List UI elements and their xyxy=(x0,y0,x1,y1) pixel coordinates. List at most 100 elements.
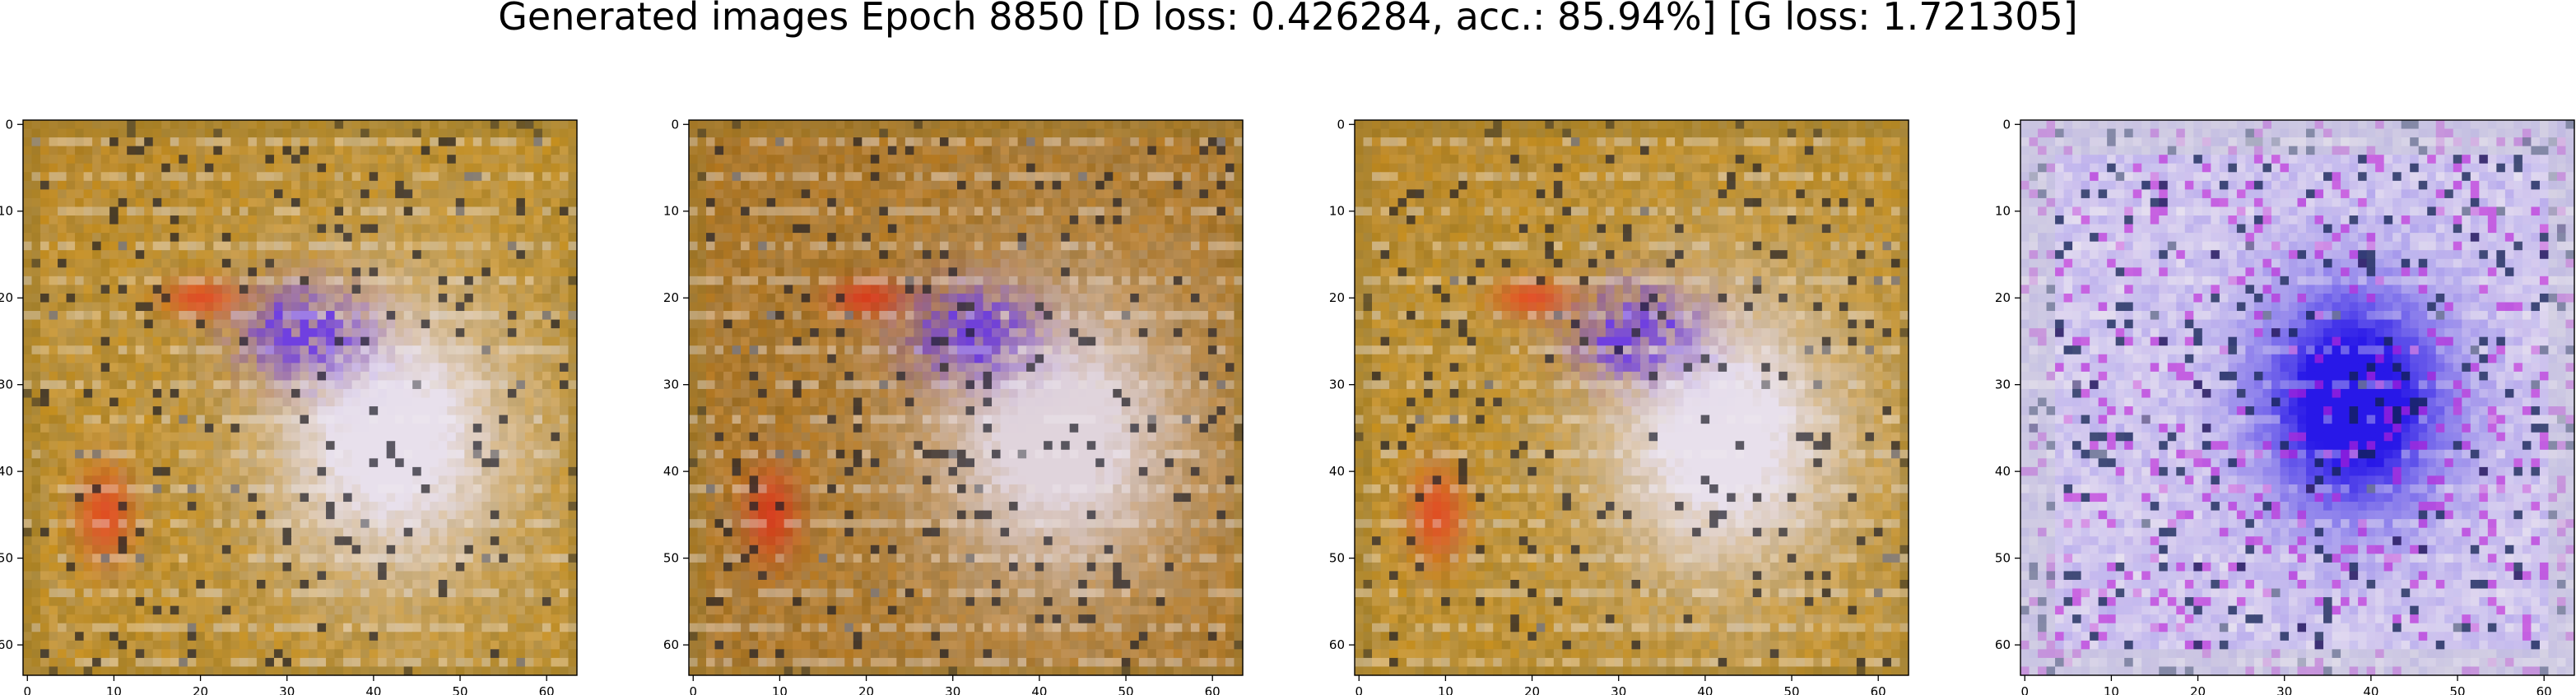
image-pixel xyxy=(351,605,361,615)
image-pixel xyxy=(100,449,110,459)
image-pixel xyxy=(403,632,413,642)
image-pixel xyxy=(395,371,405,382)
image-pixel xyxy=(204,189,214,199)
image-pixel xyxy=(369,233,379,243)
image-pixel xyxy=(256,441,267,451)
image-pixel xyxy=(92,354,102,364)
image-pixel xyxy=(542,441,552,451)
image-pixel xyxy=(464,172,474,182)
image-pixel xyxy=(83,397,93,407)
x-tick-label: 30 xyxy=(279,684,295,695)
image-pixel xyxy=(533,657,543,668)
image-pixel xyxy=(179,579,188,590)
image-pixel xyxy=(161,406,171,416)
image-pixel xyxy=(568,371,578,382)
image-pixel xyxy=(204,363,214,373)
image-pixel xyxy=(58,146,67,155)
image-pixel xyxy=(118,649,128,659)
image-pixel xyxy=(135,544,145,554)
image-pixel xyxy=(559,502,570,512)
image-pixel xyxy=(896,180,906,190)
image-pixel xyxy=(204,536,214,546)
image-pixel xyxy=(904,206,915,216)
image-pixel xyxy=(92,258,102,268)
image-pixel xyxy=(265,666,275,676)
image-pixel xyxy=(1173,137,1183,147)
image-pixel xyxy=(265,258,275,268)
image-pixel xyxy=(533,458,543,468)
image-pixel xyxy=(1086,128,1096,138)
image-pixel xyxy=(395,605,405,615)
image-pixel xyxy=(152,406,162,416)
image-pixel xyxy=(360,120,370,130)
image-pixel xyxy=(135,536,145,546)
image-pixel xyxy=(317,267,327,277)
image-pixel xyxy=(507,137,517,147)
image-pixel xyxy=(412,475,422,485)
image-pixel xyxy=(100,336,110,346)
image-pixel xyxy=(109,475,119,485)
image-pixel xyxy=(430,493,439,503)
image-pixel xyxy=(152,155,162,164)
image-pixel xyxy=(559,562,570,572)
image-pixel xyxy=(309,311,319,321)
image-pixel xyxy=(844,197,854,208)
image-pixel xyxy=(430,588,439,598)
image-pixel xyxy=(75,649,85,659)
image-pixel xyxy=(83,449,93,459)
image-pixel xyxy=(31,536,41,546)
image-pixel xyxy=(801,128,811,138)
image-pixel xyxy=(31,475,41,485)
image-pixel xyxy=(152,258,162,268)
image-pixel xyxy=(369,466,379,477)
image-pixel xyxy=(1207,180,1218,190)
image-pixel xyxy=(309,605,319,615)
image-pixel xyxy=(844,146,854,155)
image-pixel xyxy=(896,172,906,182)
image-pixel xyxy=(144,180,154,190)
image-pixel xyxy=(230,657,240,668)
image-pixel xyxy=(23,215,33,225)
image-pixel xyxy=(58,336,67,346)
image-pixel xyxy=(23,363,33,373)
image-pixel xyxy=(23,493,33,503)
image-pixel xyxy=(714,155,724,164)
image-pixel xyxy=(533,354,543,364)
image-pixel xyxy=(1009,155,1019,164)
image-pixel xyxy=(161,250,171,260)
image-pixel xyxy=(524,276,535,285)
image-pixel xyxy=(1113,137,1123,147)
image-pixel xyxy=(758,128,768,138)
image-pixel xyxy=(499,415,509,424)
image-pixel xyxy=(1207,155,1218,164)
image-pixel xyxy=(706,206,716,216)
image-pixel xyxy=(1095,120,1105,130)
image-pixel xyxy=(273,363,284,373)
image-pixel xyxy=(170,267,179,277)
image-pixel xyxy=(783,146,793,155)
image-pixel xyxy=(230,519,240,529)
image-pixel xyxy=(334,640,344,650)
image-pixel xyxy=(300,197,309,208)
image-pixel xyxy=(1182,180,1192,190)
image-pixel xyxy=(31,605,41,615)
image-pixel xyxy=(430,328,439,338)
image-pixel xyxy=(896,155,906,164)
image-pixel xyxy=(23,311,33,321)
image-pixel xyxy=(75,424,85,433)
image-pixel xyxy=(1165,224,1174,234)
image-pixel xyxy=(49,657,58,668)
image-pixel xyxy=(248,371,258,382)
image-pixel xyxy=(931,206,941,216)
image-pixel xyxy=(378,666,388,676)
image-pixel xyxy=(196,163,206,173)
image-pixel xyxy=(516,466,526,477)
image-pixel xyxy=(421,449,430,459)
image-pixel xyxy=(818,224,828,234)
image-pixel xyxy=(542,406,552,416)
image-pixel xyxy=(516,120,526,130)
image-pixel xyxy=(351,302,361,312)
image-pixel xyxy=(758,163,768,173)
image-pixel xyxy=(100,562,110,572)
image-pixel xyxy=(265,554,275,563)
